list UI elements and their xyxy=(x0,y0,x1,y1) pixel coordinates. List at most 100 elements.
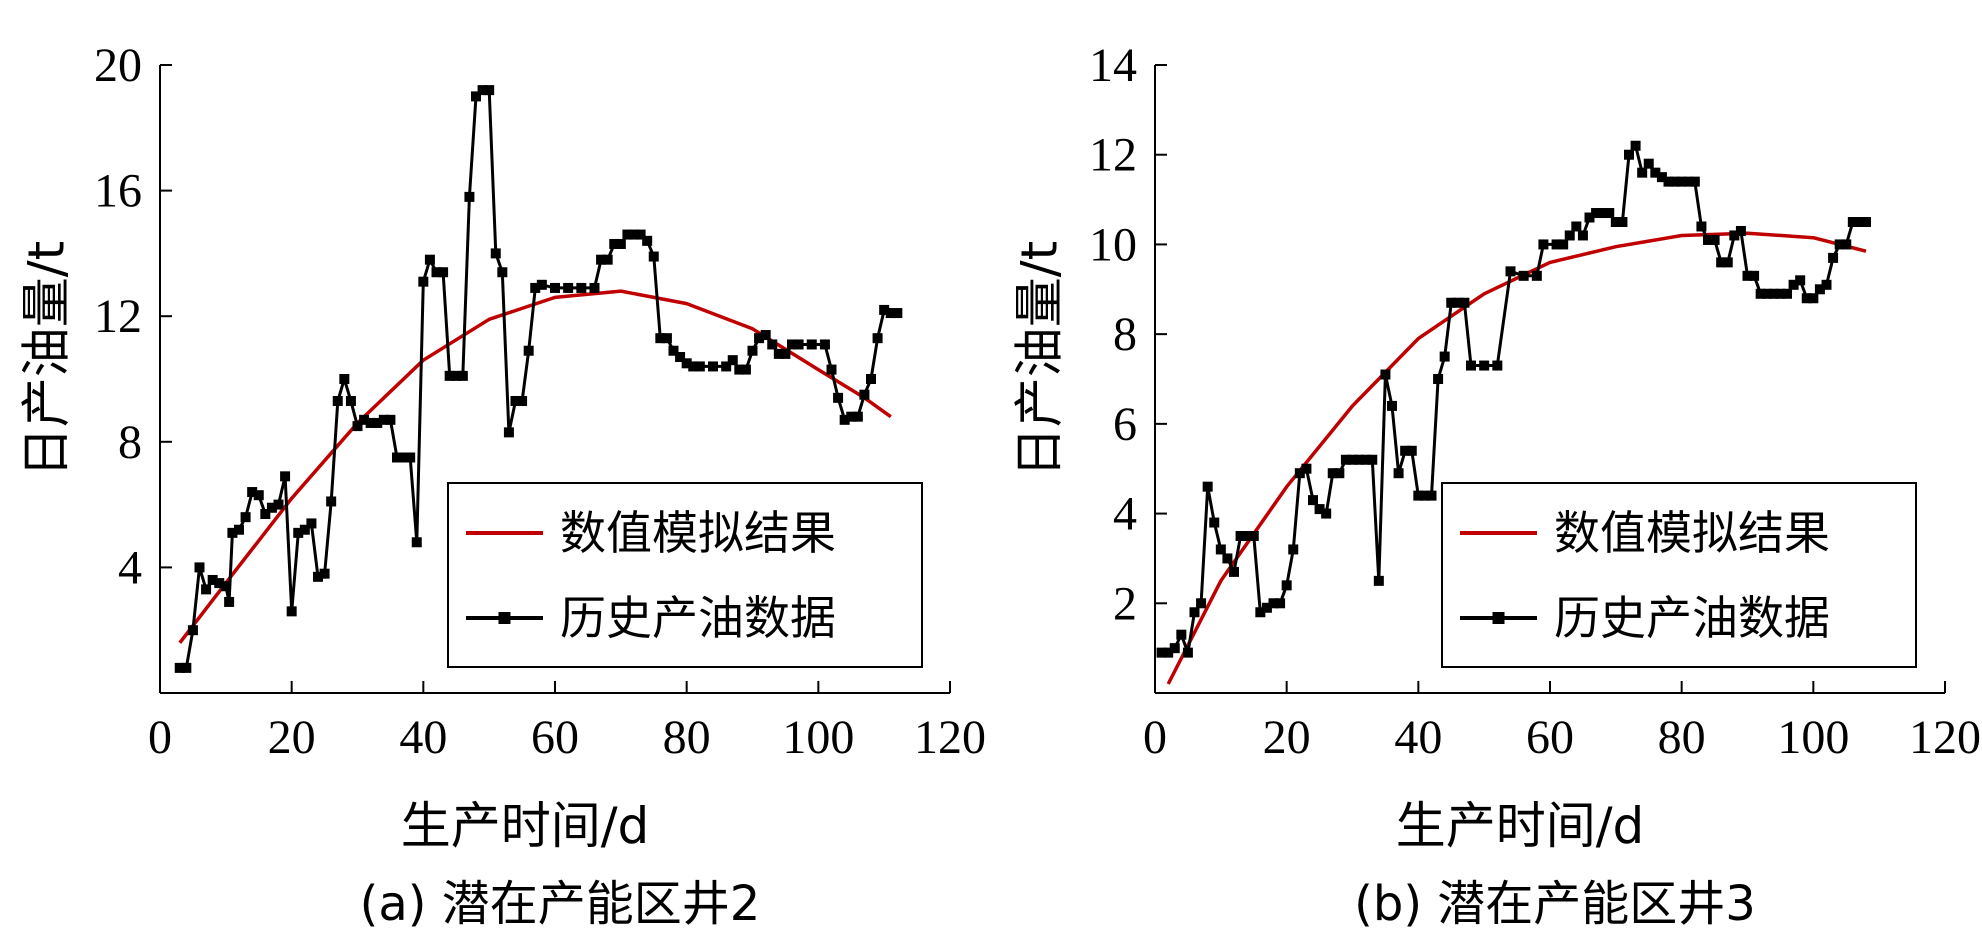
data-point xyxy=(1762,288,1773,299)
data-point xyxy=(1380,369,1391,380)
data-point xyxy=(668,345,679,356)
y-tick-label: 10 xyxy=(1089,218,1137,271)
y-tick-label: 6 xyxy=(1113,398,1137,451)
data-point xyxy=(1584,212,1595,223)
data-point xyxy=(1189,607,1200,618)
legend-label: 数值模拟结果 xyxy=(1554,506,1830,560)
data-point xyxy=(1841,239,1852,250)
data-point xyxy=(1788,279,1799,290)
data-point xyxy=(1452,297,1463,308)
data-point xyxy=(760,330,771,341)
data-point xyxy=(1406,445,1417,456)
data-point xyxy=(247,487,258,498)
data-point xyxy=(1294,468,1305,479)
data-point xyxy=(1861,217,1871,227)
data-point xyxy=(1492,360,1503,371)
series-line xyxy=(178,289,892,644)
data-point xyxy=(1729,230,1740,241)
data-point xyxy=(1314,504,1325,515)
data-point xyxy=(260,509,271,520)
y-tick-label: 4 xyxy=(118,541,142,594)
data-point xyxy=(438,267,449,278)
x-tick-label: 100 xyxy=(782,711,854,764)
data-point xyxy=(1683,176,1694,187)
data-point xyxy=(1676,176,1687,187)
legend-box xyxy=(447,482,923,668)
data-point xyxy=(234,524,244,535)
data-point xyxy=(1229,566,1239,577)
data-point xyxy=(1196,598,1207,609)
data-point xyxy=(359,414,370,425)
series-line xyxy=(1166,231,1867,685)
data-point xyxy=(313,571,323,582)
data-point xyxy=(1235,531,1246,541)
data-point xyxy=(503,427,514,438)
data-point xyxy=(661,333,672,344)
data-point xyxy=(767,339,778,350)
data-point xyxy=(852,411,863,422)
data-point xyxy=(1301,463,1312,474)
data-point xyxy=(1439,351,1450,362)
y-tick-label: 12 xyxy=(94,290,142,343)
data-point xyxy=(1479,360,1490,371)
data-point xyxy=(1854,217,1865,227)
data-point xyxy=(1624,149,1634,160)
panel-caption: (b) 潜在产能区井3 xyxy=(1354,876,1756,932)
data-point xyxy=(1689,176,1700,187)
data-point xyxy=(1551,239,1562,250)
data-point xyxy=(181,662,192,673)
data-point xyxy=(1156,647,1167,658)
y-tick-label: 20 xyxy=(94,39,142,92)
panel-caption: (a) 潜在产能区井2 xyxy=(360,876,761,932)
data-point xyxy=(1215,544,1226,555)
data-point xyxy=(563,282,574,293)
data-point xyxy=(602,254,613,265)
data-point xyxy=(1716,257,1727,268)
data-point xyxy=(1630,140,1641,151)
data-point xyxy=(280,471,291,482)
legend-box xyxy=(1441,482,1917,668)
data-point xyxy=(885,308,896,319)
data-point xyxy=(727,355,738,366)
data-point xyxy=(1637,167,1648,178)
y-tick-label: 2 xyxy=(1113,577,1137,630)
data-point xyxy=(332,395,343,406)
data-point xyxy=(510,395,521,406)
data-point xyxy=(1209,517,1220,528)
data-point xyxy=(1446,297,1457,308)
data-point xyxy=(576,282,587,293)
x-tick-label: 0 xyxy=(1143,711,1167,764)
data-point xyxy=(253,490,264,501)
data-point xyxy=(819,339,830,350)
data-point xyxy=(648,251,659,262)
data-point xyxy=(378,414,389,425)
data-point xyxy=(1169,643,1180,654)
data-point xyxy=(655,333,666,344)
data-point xyxy=(497,267,508,278)
data-point xyxy=(1749,270,1760,281)
data-point xyxy=(1261,602,1272,613)
data-point xyxy=(1360,454,1371,465)
data-point xyxy=(424,254,435,265)
legend-label: 数值模拟结果 xyxy=(560,506,836,560)
data-point xyxy=(740,364,751,375)
data-point xyxy=(780,348,791,359)
data-point xyxy=(398,452,409,463)
x-tick-label: 20 xyxy=(1263,711,1311,764)
x-axis-title: 生产时间/d xyxy=(401,797,650,855)
data-point xyxy=(859,389,870,400)
data-point xyxy=(550,282,560,293)
y-tick-label: 14 xyxy=(1089,39,1137,92)
data-point xyxy=(286,606,297,617)
y-tick-label: 4 xyxy=(1113,488,1137,541)
data-point xyxy=(793,339,804,350)
data-point xyxy=(227,527,238,538)
x-tick-label: 60 xyxy=(531,711,579,764)
data-point xyxy=(1327,468,1338,479)
data-point xyxy=(477,85,488,96)
data-point xyxy=(1248,531,1259,541)
series-history xyxy=(1156,140,1871,658)
data-point xyxy=(1650,167,1661,178)
